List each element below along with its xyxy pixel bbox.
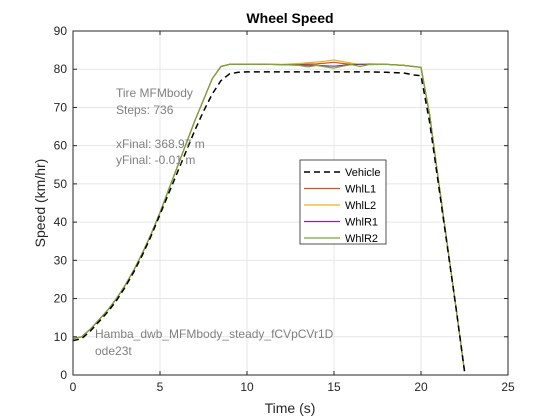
x-tick-label: 20 xyxy=(414,380,428,394)
axis-ticks: 0 5 10 15 20 25 0 10 20 30 40 50 60 70 80 90 xyxy=(54,24,515,394)
annotation-steps: Steps: 736 xyxy=(116,103,174,117)
x-tick-label: 10 xyxy=(240,380,254,394)
legend-label-whlr1: WhlR1 xyxy=(345,217,378,229)
grid xyxy=(72,30,509,376)
x-tick-label: 5 xyxy=(157,380,164,394)
y-axis-label: Speed (km/hr) xyxy=(32,159,48,248)
series-lines xyxy=(72,59,466,372)
annotation-test-name: Hamba_dwb_MFMbody_steady_fCVpCVr1D xyxy=(95,327,334,341)
legend-label-whll2: WhlL2 xyxy=(345,200,376,212)
y-tick-label: 60 xyxy=(54,139,68,153)
y-tick-label: 10 xyxy=(54,330,68,344)
y-tick-label: 40 xyxy=(54,215,68,229)
x-tick-label: 15 xyxy=(327,380,341,394)
annotation-model-name: Tire MFMbody xyxy=(116,86,193,100)
plot-area xyxy=(73,31,508,375)
y-tick-label: 80 xyxy=(54,62,68,76)
legend-box xyxy=(299,159,387,245)
legend-label-vehicle: Vehicle xyxy=(345,167,380,179)
annotation-y-final: yFinal: -0.01 m xyxy=(116,153,195,167)
y-tick-label: 50 xyxy=(54,177,68,191)
annotation-solver: ode23t xyxy=(95,344,132,358)
chart-title: Wheel Speed xyxy=(246,10,333,26)
y-tick-label: 20 xyxy=(54,292,68,306)
x-tick-label: 25 xyxy=(501,380,515,394)
series-line-vehicle xyxy=(72,71,466,372)
y-tick-label: 90 xyxy=(54,24,68,38)
legend: Vehicle WhlL1 WhlL2 WhlR1 WhlR2 xyxy=(299,159,387,245)
x-axis-label: Time (s) xyxy=(265,400,316,416)
legend-label-whlr2: WhlR2 xyxy=(345,233,378,245)
annotation-x-final: xFinal: 368.97 m xyxy=(116,137,205,151)
x-tick-label: 0 xyxy=(70,380,77,394)
y-tick-label: 30 xyxy=(54,253,68,267)
y-tick-label: 70 xyxy=(54,100,68,114)
y-tick-label: 0 xyxy=(60,368,67,382)
plot-frame xyxy=(72,30,509,376)
legend-label-whll1: WhlL1 xyxy=(345,184,376,196)
series-line-whlr2 xyxy=(72,63,466,372)
